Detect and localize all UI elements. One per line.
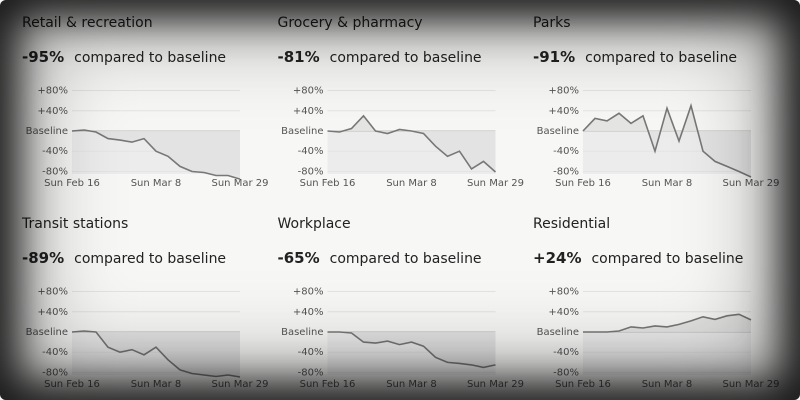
line [582, 102, 752, 178]
area [72, 331, 240, 377]
headline-value: -65% [278, 249, 320, 267]
y-tick-label: Baseline [281, 327, 323, 338]
line [583, 313, 752, 333]
chart-title: Transit stations [21, 216, 128, 232]
chart-panel: Retail & recreation -95% compared to basel… [22, 15, 268, 189]
x-tick-label: Sun Feb 16 [44, 379, 100, 390]
y-tick-label: -80% [42, 166, 68, 177]
headline-text: compared to baseline [74, 251, 226, 267]
y-tick-label: +40% [37, 307, 68, 318]
area [72, 130, 240, 180]
y-tick-label: +80% [37, 86, 68, 97]
x-tick-label: Sun Feb 16 [300, 379, 356, 390]
x-tick-label: Sun Mar 8 [131, 379, 182, 390]
y-tick-label: -80% [42, 367, 68, 378]
headline: -91% compared to baseline [533, 48, 737, 66]
y-tick-label: Baseline [537, 126, 579, 137]
y-tick-label: Baseline [26, 327, 68, 338]
x-tick-label: Sun Mar 29 [467, 178, 524, 189]
headline-value: +24% [533, 249, 581, 267]
y-tick-label: -40% [42, 146, 68, 157]
chart-title: Residential [533, 216, 610, 232]
area [583, 105, 751, 177]
line [327, 114, 497, 173]
y-tick-label: -40% [298, 146, 324, 157]
chart-panel: Parks -91% compared to baseline +80% +40% Bas… [533, 15, 779, 189]
y-tick-label: -80% [553, 166, 579, 177]
y-tick-label: +80% [293, 86, 324, 97]
headline-text: compared to baseline [330, 50, 482, 66]
x-tick-label: Sun Mar 29 [212, 379, 269, 390]
headline: +24% compared to baseline [533, 249, 743, 267]
headline-text: compared to baseline [74, 50, 226, 66]
headline-text: compared to baseline [585, 50, 737, 66]
x-tick-label: Sun Feb 16 [300, 178, 356, 189]
y-tick-label: +40% [37, 106, 68, 117]
x-tick-label: Sun Mar 8 [131, 178, 182, 189]
headline: -81% compared to baseline [278, 48, 482, 66]
headline: -95% compared to baseline [22, 48, 226, 66]
x-tick-label: Sun Mar 29 [723, 178, 780, 189]
headline: -65% compared to baseline [278, 249, 482, 267]
line [327, 331, 496, 369]
y-tick-label: -40% [553, 347, 579, 358]
y-tick-label: -80% [298, 166, 324, 177]
x-tick-label: Sun Mar 8 [642, 379, 693, 390]
y-tick-label: Baseline [26, 126, 68, 137]
x-tick-label: Sun Mar 8 [642, 178, 693, 189]
x-tick-label: Sun Mar 29 [723, 379, 780, 390]
headline-value: -91% [533, 48, 575, 66]
headline-text: compared to baseline [330, 251, 482, 267]
area [327, 115, 496, 172]
y-tick-label: +80% [37, 287, 68, 298]
y-tick-label: -40% [298, 347, 324, 358]
x-tick-label: Sun Feb 16 [555, 178, 611, 189]
x-tick-label: Sun Mar 8 [386, 178, 437, 189]
headline: -89% compared to baseline [22, 249, 226, 267]
y-tick-label: +40% [293, 106, 324, 117]
y-tick-label: +40% [293, 307, 324, 318]
area [327, 332, 496, 368]
x-tick-label: Sun Mar 29 [212, 178, 269, 189]
chart-panel: Workplace -65% compared to baseline +80% +40… [278, 216, 524, 390]
chart-title: Workplace [278, 216, 351, 232]
x-tick-label: Sun Feb 16 [44, 178, 100, 189]
y-tick-label: Baseline [537, 327, 579, 338]
chart-title: Retail & recreation [22, 15, 153, 31]
headline-value: -81% [278, 48, 320, 66]
y-tick-label: +40% [548, 307, 579, 318]
y-tick-label: +40% [548, 106, 579, 117]
headline-text: compared to baseline [591, 251, 743, 267]
x-tick-label: Sun Feb 16 [555, 379, 611, 390]
chart-panel: Transit stations -89% compared to baseline… [21, 216, 268, 390]
y-tick-label: +80% [548, 86, 579, 97]
y-tick-label: -40% [42, 347, 68, 358]
chart-panel: Grocery & pharmacy -81% compared to baseli… [278, 15, 524, 189]
y-tick-label: +80% [293, 287, 324, 298]
y-tick-label: +80% [548, 287, 579, 298]
headline-value: -95% [22, 48, 64, 66]
line [71, 129, 241, 180]
chart-panel: Residential +24% compared to baseline +80% +… [533, 216, 779, 390]
plot-shade [583, 332, 751, 375]
y-tick-label: -80% [553, 367, 579, 378]
y-tick-label: -80% [298, 367, 324, 378]
headline-value: -89% [22, 249, 64, 267]
y-tick-label: Baseline [281, 126, 323, 137]
chart-title: Parks [533, 15, 571, 31]
line [71, 330, 241, 378]
y-tick-label: -40% [553, 146, 579, 157]
x-tick-label: Sun Mar 29 [467, 379, 524, 390]
chart-title: Grocery & pharmacy [278, 15, 423, 31]
x-tick-label: Sun Mar 8 [386, 379, 437, 390]
